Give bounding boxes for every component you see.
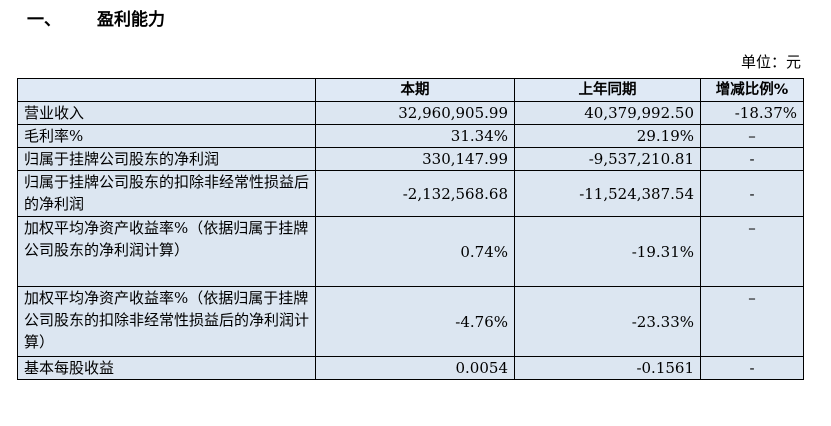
table-row: 加权平均净资产收益率%（依据归属于挂牌公司股东的净利润计算） 0.74% -19… xyxy=(17,216,804,287)
table-row: 基本每股收益 0.0054 -0.1561 - xyxy=(17,356,804,380)
row-previous-value: -19.31% xyxy=(514,216,701,287)
row-previous-value: -9,537,210.81 xyxy=(514,147,701,171)
row-change-value: - xyxy=(700,356,804,380)
row-previous-value: 40,379,992.50 xyxy=(514,101,701,125)
row-label: 归属于挂牌公司股东的扣除非经常性损益后的净利润 xyxy=(17,170,316,217)
row-change-value: – xyxy=(700,124,804,148)
row-current-value: 0.0054 xyxy=(315,356,515,380)
table-row: 归属于挂牌公司股东的净利润 330,147.99 -9,537,210.81 - xyxy=(17,147,804,171)
row-previous-value: 29.19% xyxy=(514,124,701,148)
row-change-value: -18.37% xyxy=(700,101,804,125)
row-previous-value: -0.1561 xyxy=(514,356,701,380)
header-previous-period: 上年同期 xyxy=(514,78,701,102)
table-row: 营业收入 32,960,905.99 40,379,992.50 -18.37% xyxy=(17,101,804,125)
row-current-value: 330,147.99 xyxy=(315,147,515,171)
row-previous-value: -11,524,387.54 xyxy=(514,170,701,217)
row-label: 毛利率% xyxy=(17,124,316,148)
table-row: 归属于挂牌公司股东的扣除非经常性损益后的净利润 -2,132,568.68 -1… xyxy=(17,170,804,217)
table-header-row: 本期 上年同期 增减比例% xyxy=(17,78,804,102)
row-change-value: – xyxy=(700,216,804,287)
row-label: 基本每股收益 xyxy=(17,356,316,380)
header-current-period: 本期 xyxy=(315,78,515,102)
row-current-value: 0.74% xyxy=(315,216,515,287)
row-previous-value: -23.33% xyxy=(514,286,701,357)
row-change-value: – xyxy=(700,286,804,357)
row-change-value: - xyxy=(700,170,804,217)
table-row: 毛利率% 31.34% 29.19% – xyxy=(17,124,804,148)
row-label: 营业收入 xyxy=(17,101,316,125)
table-row: 加权平均净资产收益率%（依据归属于挂牌公司股东的扣除非经常性损益后的净利润计算）… xyxy=(17,286,804,357)
section-title: 盈利能力 xyxy=(97,10,165,30)
row-current-value: 31.34% xyxy=(315,124,515,148)
section-number: 一、 xyxy=(27,10,61,30)
row-current-value: -4.76% xyxy=(315,286,515,357)
row-label: 加权平均净资产收益率%（依据归属于挂牌公司股东的净利润计算） xyxy=(17,216,316,287)
row-change-value: - xyxy=(700,147,804,171)
header-change-percent: 增减比例% xyxy=(700,78,804,102)
unit-label: 单位：元 xyxy=(740,53,801,71)
row-current-value: 32,960,905.99 xyxy=(315,101,515,125)
row-current-value: -2,132,568.68 xyxy=(315,170,515,217)
row-label: 加权平均净资产收益率%（依据归属于挂牌公司股东的扣除非经常性损益后的净利润计算） xyxy=(17,286,316,357)
row-label: 归属于挂牌公司股东的净利润 xyxy=(17,147,316,171)
profitability-table: 本期 上年同期 增减比例% 营业收入 32,960,905.99 40,379,… xyxy=(17,78,804,380)
header-item xyxy=(17,78,316,102)
